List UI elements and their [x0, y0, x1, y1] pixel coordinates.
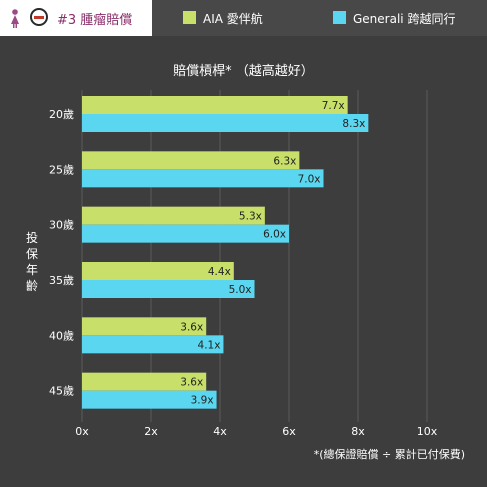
x-tick-label: 0x [75, 425, 89, 438]
chart-title: 賠償槓桿* （越高越好） [173, 64, 314, 79]
female-icon [11, 9, 19, 28]
bar-generali [82, 390, 217, 409]
legend-swatch-aia [183, 11, 196, 24]
header-bar: #3 腫瘤賠償 AIA 愛伴航 Generali 跨越同行 [0, 0, 487, 36]
bar-generali [82, 335, 224, 354]
y-axis-label-text: 投保年齡 [25, 231, 38, 293]
bar-generali [82, 280, 255, 298]
y-tick-label: 35歲 [49, 273, 74, 287]
chart-tab[interactable]: #3 腫瘤賠償 [0, 0, 152, 36]
insurer-badge-icon [30, 8, 48, 26]
y-tick-label: 30歲 [49, 218, 74, 232]
footnote: *(總保證賠償 ÷ 累計已付保費) [313, 448, 465, 461]
bar-aia [82, 151, 300, 170]
data-label: 3.6x [180, 377, 203, 389]
bar-generali [82, 224, 289, 243]
data-label: 8.3x [342, 118, 365, 130]
data-label: 3.6x [180, 321, 203, 333]
y-tick-label: 25歲 [49, 162, 74, 176]
y-tick-label: 20歲 [49, 107, 74, 121]
x-tick-label: 8x [351, 425, 365, 438]
bar-aia [82, 96, 348, 114]
bar-aia [82, 317, 207, 336]
x-tick-label: 4x [213, 425, 227, 438]
legend-label-generali: Generali 跨越同行 [353, 12, 456, 26]
legend-swatch-generali [333, 11, 346, 24]
data-label: 4.4x [208, 266, 231, 278]
x-tick-label: 6x [282, 425, 296, 438]
data-label: 7.7x [322, 100, 345, 112]
y-tick-label: 40歲 [49, 328, 74, 342]
legend-label-aia: AIA 愛伴航 [203, 12, 263, 26]
y-axis-label: 投保年齡 [24, 230, 40, 294]
x-tick-label: 2x [144, 425, 158, 438]
y-tick-label: 45歲 [49, 384, 74, 398]
bar-generali [82, 114, 369, 132]
data-label: 6.3x [273, 155, 296, 167]
tab-title: #3 腫瘤賠償 [57, 13, 133, 28]
bar-generali [82, 169, 324, 188]
data-label: 4.1x [198, 339, 221, 351]
data-label: 3.9x [191, 395, 214, 407]
bar-aia [82, 206, 265, 225]
data-label: 7.0x [298, 173, 321, 185]
data-label: 5.0x [229, 284, 252, 296]
bar-aia [82, 262, 234, 280]
data-label: 6.0x [263, 229, 286, 241]
x-tick-label: 10x [417, 425, 438, 438]
bar-aia [82, 372, 207, 391]
data-label: 5.3x [239, 211, 262, 223]
